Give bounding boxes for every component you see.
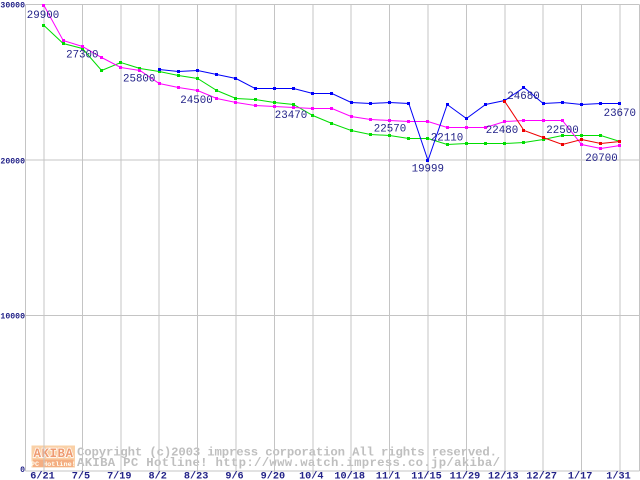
svg-text:10/4: 10/4 bbox=[299, 471, 323, 480]
svg-text:20000: 20000 bbox=[0, 157, 25, 166]
svg-text:10/18: 10/18 bbox=[334, 471, 365, 480]
svg-text:9/20: 9/20 bbox=[261, 471, 285, 480]
svg-text:22110: 22110 bbox=[431, 132, 463, 144]
svg-text:25800: 25800 bbox=[123, 73, 155, 85]
svg-text:1/31: 1/31 bbox=[606, 471, 630, 480]
svg-text:27300: 27300 bbox=[66, 49, 98, 61]
svg-text:22570: 22570 bbox=[374, 124, 406, 136]
svg-text:11/15: 11/15 bbox=[411, 471, 442, 480]
svg-text:12/13: 12/13 bbox=[488, 471, 519, 480]
svg-text:AKIBA: AKIBA bbox=[33, 447, 73, 461]
svg-text:AKIBA PC Hotline! http://www.: AKIBA PC Hotline! http://www.watch.impre… bbox=[77, 456, 500, 470]
svg-text:22480: 22480 bbox=[486, 125, 518, 137]
svg-text:Copyright (c)2003 impress corp: Copyright (c)2003 impress corporation Al… bbox=[77, 446, 497, 460]
svg-text:9/6: 9/6 bbox=[225, 471, 243, 480]
svg-text:11/29: 11/29 bbox=[450, 471, 481, 480]
svg-text:8/23: 8/23 bbox=[184, 471, 208, 480]
svg-text:23670: 23670 bbox=[604, 108, 636, 120]
svg-text:7/5: 7/5 bbox=[72, 471, 90, 480]
svg-text:22500: 22500 bbox=[546, 125, 578, 137]
svg-text:10000: 10000 bbox=[0, 312, 25, 321]
svg-text:7/19: 7/19 bbox=[107, 471, 131, 480]
svg-text:6/21: 6/21 bbox=[30, 471, 54, 480]
svg-text:29900: 29900 bbox=[27, 10, 59, 22]
svg-text:24680: 24680 bbox=[507, 91, 539, 103]
svg-text:1/17: 1/17 bbox=[568, 471, 592, 480]
svg-text:20700: 20700 bbox=[585, 153, 617, 165]
svg-text:8/2: 8/2 bbox=[149, 471, 167, 480]
svg-text:PC Hotline!: PC Hotline! bbox=[31, 461, 76, 469]
svg-text:24500: 24500 bbox=[180, 95, 212, 107]
svg-text:0: 0 bbox=[20, 466, 25, 475]
svg-text:11/1: 11/1 bbox=[376, 471, 400, 480]
svg-text:30000: 30000 bbox=[0, 1, 25, 10]
svg-text:23470: 23470 bbox=[275, 110, 307, 122]
svg-text:12/27: 12/27 bbox=[526, 471, 557, 480]
svg-text:19999: 19999 bbox=[412, 163, 444, 175]
